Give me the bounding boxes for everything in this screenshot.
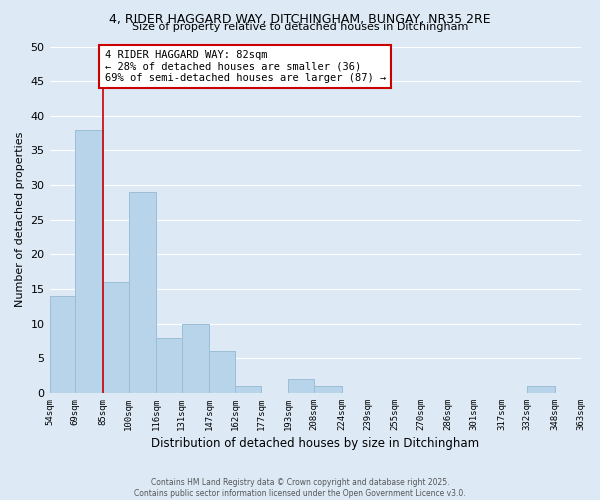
Bar [289, 379, 314, 393]
Text: Contains HM Land Registry data © Crown copyright and database right 2025.
Contai: Contains HM Land Registry data © Crown c… [134, 478, 466, 498]
Bar [103, 282, 128, 393]
Bar [527, 386, 555, 393]
Bar [76, 130, 103, 393]
Text: Size of property relative to detached houses in Ditchingham: Size of property relative to detached ho… [132, 22, 468, 32]
Text: 4, RIDER HAGGARD WAY, DITCHINGHAM, BUNGAY, NR35 2RE: 4, RIDER HAGGARD WAY, DITCHINGHAM, BUNGA… [109, 12, 491, 26]
Text: 4 RIDER HAGGARD WAY: 82sqm
← 28% of detached houses are smaller (36)
69% of semi: 4 RIDER HAGGARD WAY: 82sqm ← 28% of deta… [104, 50, 386, 83]
Bar [128, 192, 156, 393]
Bar [156, 338, 182, 393]
Bar [209, 352, 235, 393]
Bar [235, 386, 261, 393]
Bar [314, 386, 341, 393]
Bar [50, 296, 76, 393]
X-axis label: Distribution of detached houses by size in Ditchingham: Distribution of detached houses by size … [151, 437, 479, 450]
Y-axis label: Number of detached properties: Number of detached properties [15, 132, 25, 308]
Bar [182, 324, 209, 393]
